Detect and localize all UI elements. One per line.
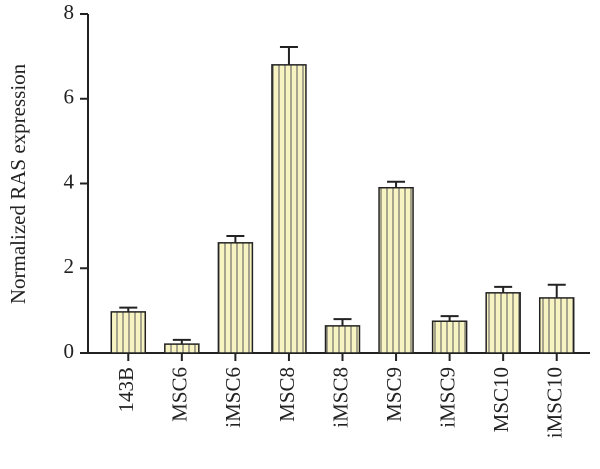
y-tick-label: 4: [64, 169, 75, 193]
x-tick-label: MSC10: [489, 367, 513, 432]
y-tick-label: 0: [64, 339, 75, 363]
bar-stripes: [378, 186, 414, 354]
bar-stripes: [164, 343, 200, 354]
x-tick-label: iMSC8: [328, 367, 352, 428]
x-tick-label: iMSC6: [221, 367, 245, 428]
y-tick-label: 6: [64, 85, 75, 109]
x-tick-label: MSC9: [382, 367, 406, 422]
x-tick-label: MSC8: [275, 367, 299, 422]
bar-stripes: [110, 311, 147, 354]
y-axis-label: Normalized RAS expression: [6, 63, 30, 304]
x-tick-label: MSC6: [168, 367, 192, 422]
bar-stripes: [271, 64, 307, 354]
bar-stripes: [485, 292, 521, 354]
bar-stripes: [324, 325, 361, 354]
x-tick-label: 143B: [114, 367, 138, 413]
bar-stripes: [431, 320, 468, 354]
bar-stripes: [217, 242, 254, 354]
x-tick-label: iMSC9: [435, 367, 459, 428]
y-tick-label: 8: [64, 0, 75, 24]
y-tick-label: 2: [64, 254, 75, 278]
bar-stripes: [538, 297, 575, 354]
x-tick-label: iMSC10: [543, 367, 567, 438]
